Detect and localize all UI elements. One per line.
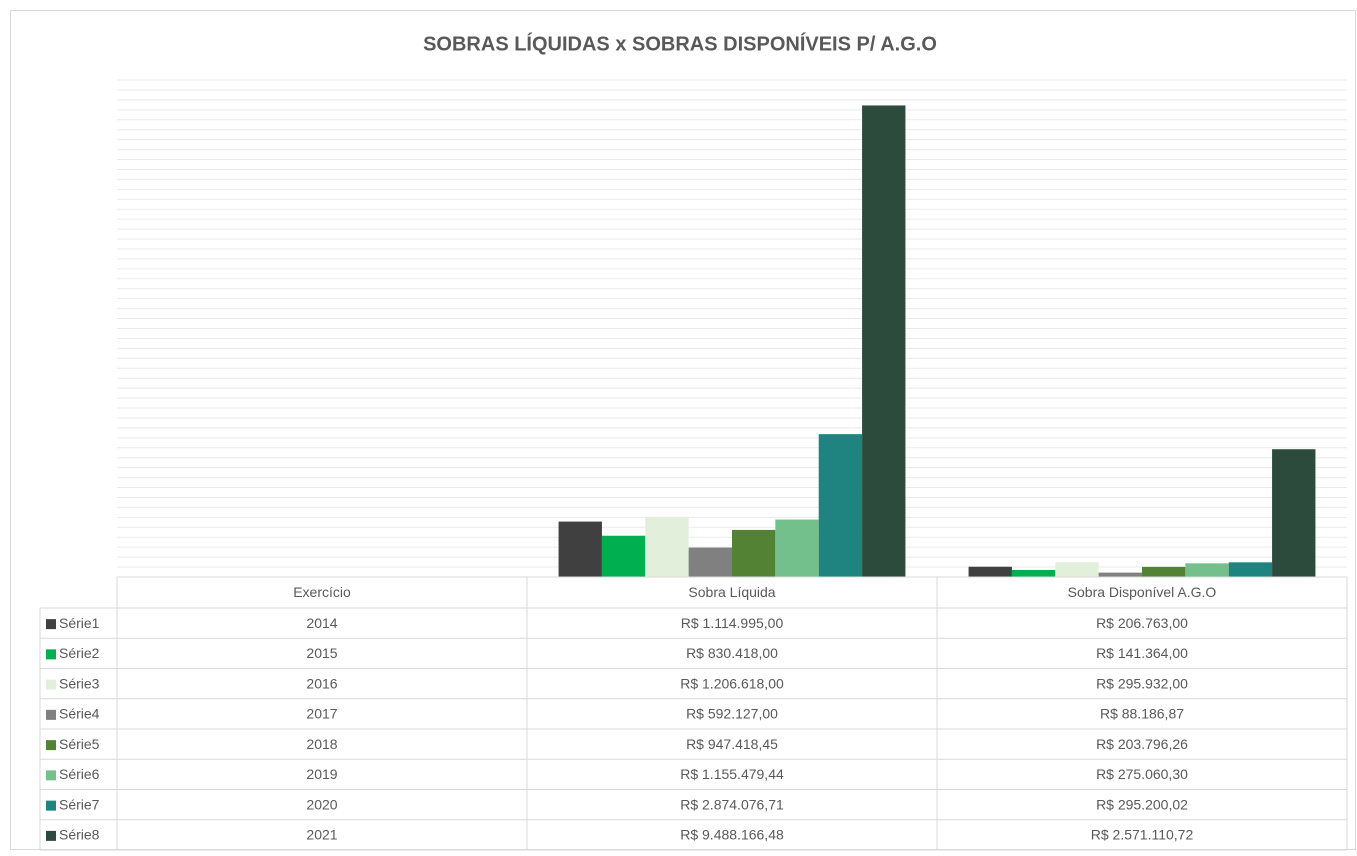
legend-swatch <box>46 831 56 841</box>
legend-label: Série3 <box>59 675 100 691</box>
bar <box>689 548 732 577</box>
bar <box>1142 567 1185 577</box>
table-cell: R$ 275.060,30 <box>1096 766 1188 782</box>
legend-label: Série7 <box>59 796 100 812</box>
table-cell: R$ 206.763,00 <box>1096 615 1188 631</box>
bar <box>1272 449 1315 577</box>
table-cell: R$ 2.874.076,71 <box>680 796 784 812</box>
legend-label: Série8 <box>59 827 100 843</box>
table-cell: 2017 <box>306 706 337 722</box>
bar <box>775 520 818 577</box>
bar <box>602 536 645 577</box>
bar <box>1185 563 1228 577</box>
legend-swatch <box>46 649 56 659</box>
legend-swatch <box>46 680 56 690</box>
table-cell: R$ 1.155.479,44 <box>680 766 784 782</box>
table-cell: R$ 1.206.618,00 <box>680 675 784 691</box>
table-cell: R$ 295.932,00 <box>1096 675 1188 691</box>
table-cell: 2019 <box>306 766 337 782</box>
legend-label: Série6 <box>59 766 100 782</box>
legend-label: Série5 <box>59 736 100 752</box>
legend-swatch <box>46 770 56 780</box>
table-cell: R$ 88.186,87 <box>1100 706 1184 722</box>
legend-label: Série2 <box>59 645 100 661</box>
table-cell: R$ 592.127,00 <box>686 706 778 722</box>
bar <box>732 530 775 577</box>
bar <box>1099 573 1142 577</box>
legend-swatch <box>46 801 56 811</box>
bar <box>819 434 862 577</box>
legend-label: Série1 <box>59 615 100 631</box>
legend-swatch <box>46 710 56 720</box>
table-cell: 2014 <box>306 615 337 631</box>
legend-swatch <box>46 740 56 750</box>
table-cell: R$ 2.571.110,72 <box>1091 827 1194 843</box>
bar <box>1229 562 1272 577</box>
chart-border <box>11 11 1356 850</box>
table-cell: 2021 <box>306 827 337 843</box>
table-header: Sobra Disponível A.G.O <box>1068 584 1217 600</box>
chart-title: SOBRAS LÍQUIDAS x SOBRAS DISPONÍVEIS P/ … <box>423 32 937 55</box>
table-cell: R$ 830.418,00 <box>686 645 778 661</box>
table-cell: R$ 947.418,45 <box>686 736 778 752</box>
bar <box>645 517 688 577</box>
bar <box>559 522 602 577</box>
legend-swatch <box>46 619 56 629</box>
table-cell: R$ 203.796,26 <box>1096 736 1188 752</box>
table-cell: 2018 <box>306 736 337 752</box>
table-cell: 2016 <box>306 675 337 691</box>
bar <box>1055 562 1098 577</box>
table-cell: 2020 <box>306 796 337 812</box>
legend-label: Série4 <box>59 706 100 722</box>
bar <box>1012 570 1055 577</box>
bar <box>969 567 1012 577</box>
table-header: Sobra Líquida <box>688 584 775 600</box>
table-header: Exercício <box>293 584 351 600</box>
bar <box>862 105 905 577</box>
table-cell: R$ 1.114.995,00 <box>681 615 784 631</box>
table-cell: R$ 141.364,00 <box>1096 645 1188 661</box>
table-cell: 2015 <box>306 645 337 661</box>
table-cell: R$ 295.200,02 <box>1096 796 1188 812</box>
table-cell: R$ 9.488.166,48 <box>680 827 784 843</box>
